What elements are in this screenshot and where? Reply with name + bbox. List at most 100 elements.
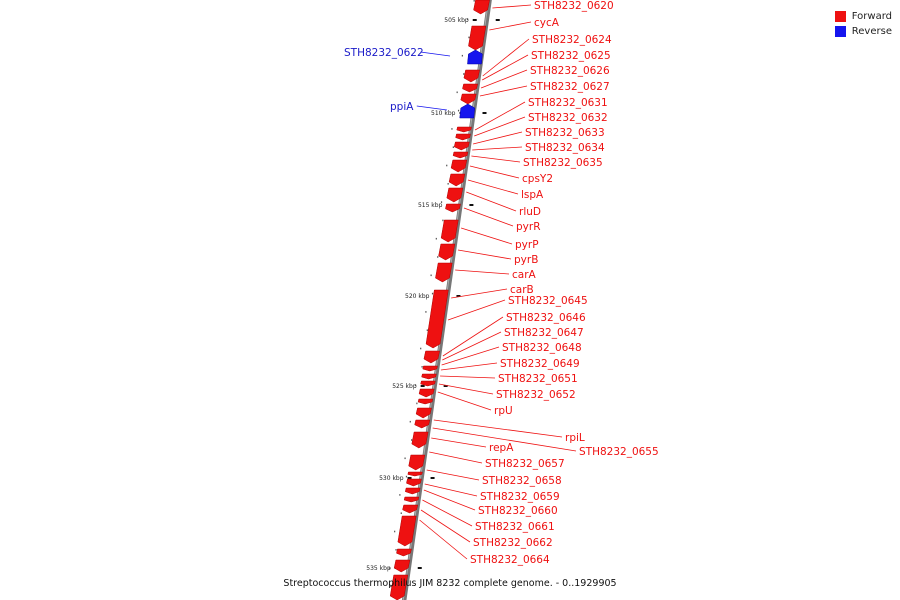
forward-gene-block <box>403 496 420 503</box>
minor-tick <box>421 366 423 368</box>
minor-tick <box>466 18 469 20</box>
figure-caption: Streptococcus thermophilus JIM 8232 comp… <box>283 578 617 589</box>
forward-gene-label[interactable]: STH8232_0655 <box>579 446 659 458</box>
forward-gene-label[interactable]: cpsY2 <box>522 173 553 185</box>
forward-gene-block <box>421 373 437 380</box>
leader-line <box>479 85 528 97</box>
forward-gene-block <box>448 173 466 187</box>
leader-line <box>431 437 487 448</box>
forward-gene-label[interactable]: STH8232_0635 <box>523 157 603 169</box>
major-tick-right <box>443 385 448 387</box>
forward-gene-label[interactable]: STH8232_0660 <box>478 505 558 517</box>
forward-gene-block <box>425 289 449 349</box>
leader-line <box>432 427 577 452</box>
reverse-gene-block <box>459 103 476 119</box>
leader-line <box>440 375 496 379</box>
major-tick-right <box>417 567 422 569</box>
reverse-gene-label[interactable]: ppiA <box>390 101 414 113</box>
legend: Forward Reverse <box>834 9 892 39</box>
leader-line <box>447 299 506 321</box>
forward-gene-label[interactable]: STH8232_0662 <box>473 537 553 549</box>
forward-gene-block <box>406 478 422 487</box>
minor-tick <box>451 128 453 130</box>
forward-gene-label[interactable]: STH8232_0625 <box>531 50 611 62</box>
forward-gene-label[interactable]: pyrP <box>515 239 539 251</box>
forward-gene-label[interactable]: carB <box>510 284 534 296</box>
forward-gene-label[interactable]: carA <box>512 269 537 281</box>
tick-label: 510 kbp <box>431 110 456 117</box>
forward-gene-block <box>446 187 464 203</box>
forward-gene-label[interactable]: STH8232_0659 <box>480 491 560 503</box>
leader-line <box>442 331 502 361</box>
forward-gene-label[interactable]: STH8232_0624 <box>532 34 612 46</box>
forward-gene-label[interactable]: STH8232_0627 <box>530 81 610 93</box>
major-tick <box>420 385 425 387</box>
forward-gene-label[interactable]: STH8232_0658 <box>482 475 562 487</box>
forward-swatch <box>834 11 846 22</box>
leader-line <box>482 54 529 81</box>
gene-labels: STH8232_0620 cycA STH8232_0624 STH8232_0625… <box>344 0 659 566</box>
minor-tick <box>457 109 460 112</box>
forward-gene-block <box>404 487 421 495</box>
reverse-gene-label[interactable]: STH8232_0622 <box>344 47 424 59</box>
forward-gene-block <box>402 504 419 514</box>
minor-tick <box>409 420 411 423</box>
forward-gene-block <box>422 365 438 372</box>
forward-gene-block <box>460 93 477 105</box>
minor-tick <box>425 311 427 313</box>
tick-label: 525 kbp <box>392 383 417 390</box>
forward-gene-label[interactable]: STH8232_0645 <box>508 295 588 307</box>
forward-gene-block <box>397 515 417 547</box>
forward-gene-label[interactable]: repA <box>489 442 514 454</box>
forward-gene-block <box>423 350 440 364</box>
minor-tick <box>394 530 396 533</box>
tick-label: 530 kbp <box>379 475 404 482</box>
minor-tick <box>431 292 434 295</box>
forward-gene-label[interactable]: STH8232_0620 <box>534 0 614 12</box>
forward-gene-label[interactable]: STH8232_0648 <box>502 342 582 354</box>
forward-gene-label[interactable]: pyrR <box>516 221 541 233</box>
forward-gene-label[interactable]: STH8232_0626 <box>530 65 610 77</box>
forward-gene-label[interactable]: pyrB <box>514 254 538 266</box>
forward-gene-label[interactable]: STH8232_0664 <box>470 554 550 566</box>
forward-gene-block <box>411 431 429 449</box>
minor-tick <box>405 475 408 478</box>
minor-tick <box>430 274 432 277</box>
leader-line <box>441 346 500 366</box>
forward-gene-label[interactable]: rluD <box>519 206 541 218</box>
forward-gene-label[interactable]: STH8232_0651 <box>498 373 578 385</box>
forward-gene-block <box>415 407 432 419</box>
forward-gene-label[interactable]: STH8232_0634 <box>525 142 605 154</box>
forward-gene-label[interactable]: cycA <box>534 17 560 29</box>
forward-gene-label[interactable]: STH8232_0661 <box>475 521 555 533</box>
minor-tick <box>461 54 463 57</box>
leader-line <box>463 207 514 227</box>
forward-gene-label[interactable]: STH8232_0633 <box>525 127 605 139</box>
forward-gene-label[interactable]: STH8232_0646 <box>506 312 586 324</box>
forward-gene-label[interactable]: STH8232_0631 <box>528 97 608 109</box>
leader-line <box>467 179 519 195</box>
label-leader-lines <box>416 4 577 560</box>
leader-line <box>471 155 521 163</box>
forward-gene-label[interactable]: STH8232_0657 <box>485 458 565 470</box>
leader-line <box>480 69 528 89</box>
major-tick-right <box>469 204 474 206</box>
minor-tick <box>414 384 417 386</box>
minor-tick <box>452 146 454 148</box>
forward-gene-label[interactable]: rpU <box>494 405 513 417</box>
forward-gene-block <box>414 419 431 429</box>
forward-gene-label[interactable]: STH8232_0632 <box>528 112 608 124</box>
forward-gene-label[interactable]: rpiL <box>565 432 585 444</box>
minor-tick <box>437 256 439 258</box>
forward-gene-label[interactable]: STH8232_0652 <box>496 389 576 401</box>
leader-line <box>474 116 526 137</box>
minor-tick <box>400 512 402 514</box>
leader-line <box>429 451 483 464</box>
minor-tick <box>473 0 475 2</box>
legend-forward: Forward <box>834 9 892 24</box>
forward-gene-label[interactable]: lspA <box>521 189 544 201</box>
tick-label: 505 kbp <box>444 17 469 24</box>
forward-gene-label[interactable]: STH8232_0647 <box>504 327 584 339</box>
forward-gene-label[interactable]: STH8232_0649 <box>500 358 580 370</box>
